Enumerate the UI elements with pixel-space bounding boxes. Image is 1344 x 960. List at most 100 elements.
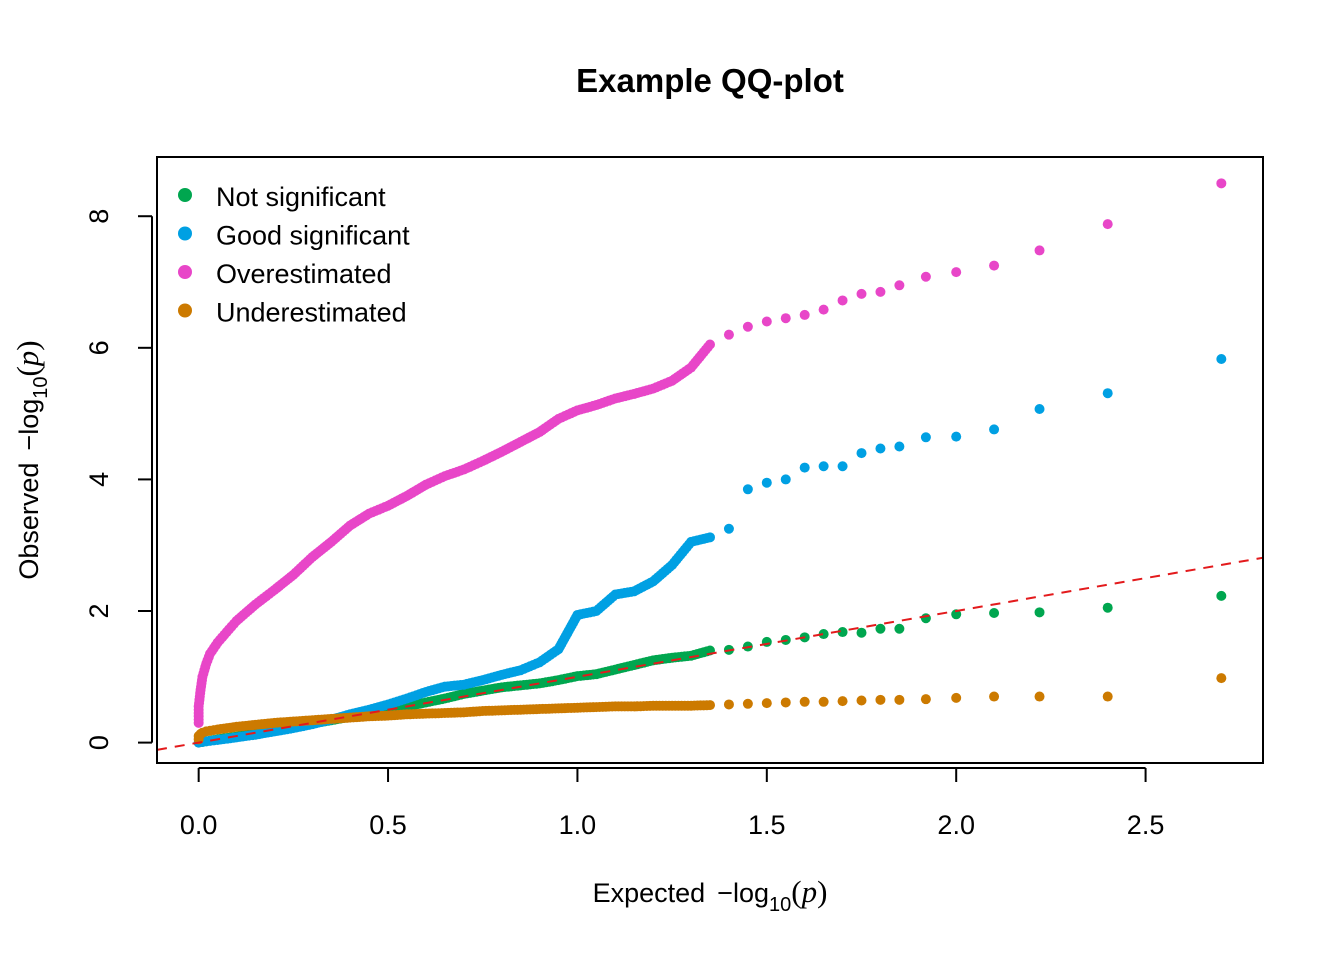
legend-marker — [178, 188, 192, 202]
x-tick-label: 0.0 — [180, 810, 218, 840]
data-point — [723, 699, 734, 710]
data-point — [799, 462, 810, 473]
legend: Not significant Good significant Overestim… — [178, 182, 410, 328]
data-point — [951, 267, 962, 278]
plot-frame — [156, 156, 1264, 764]
data-point — [1034, 245, 1045, 256]
x-axis-label-close: ) — [817, 874, 827, 909]
legend-marker — [178, 265, 192, 279]
x-axis-label-sub: 10 — [769, 894, 791, 916]
data-point — [1034, 691, 1045, 702]
data-point — [799, 696, 810, 707]
data-point — [1102, 691, 1113, 702]
data-point — [920, 613, 931, 624]
data-point — [742, 698, 753, 709]
x-axis-label-prefix: Expected — [593, 878, 706, 908]
y-axis-label-close: ) — [10, 340, 45, 350]
y-axis-label-sub: 10 — [30, 377, 52, 399]
y-axis-label-prefix: Observed — [14, 463, 44, 580]
data-point — [742, 321, 753, 332]
data-point — [951, 431, 962, 442]
x-tick-label: 0.5 — [369, 810, 407, 840]
data-point — [1034, 404, 1045, 415]
legend-label: Not significant — [216, 182, 386, 212]
data-point — [705, 339, 715, 350]
y-axis: 0 2 4 6 8 — [84, 209, 153, 750]
x-tick-label: 1.5 — [748, 810, 786, 840]
data-point — [780, 313, 791, 324]
data-point — [951, 692, 962, 703]
x-tick-label: 2.5 — [1127, 810, 1165, 840]
data-point — [1216, 354, 1227, 364]
data-point — [837, 461, 848, 472]
data-point — [837, 696, 848, 707]
data-point — [1216, 673, 1227, 684]
data-point — [761, 698, 772, 709]
legend-label: Underestimated — [216, 298, 407, 328]
data-point — [818, 461, 829, 472]
y-axis-label-fn: log — [14, 399, 44, 435]
data-point — [856, 288, 867, 299]
data-point — [837, 295, 848, 306]
data-point — [1216, 590, 1227, 601]
legend-marker — [178, 226, 192, 241]
data-point — [989, 260, 1000, 271]
data-point — [894, 694, 905, 705]
data-point — [920, 694, 931, 705]
series-2 — [193, 354, 1227, 748]
x-tick-label: 2.0 — [937, 810, 975, 840]
x-axis-label-minus: − — [717, 878, 733, 908]
data-point — [951, 609, 962, 620]
y-axis-label-open: ( — [10, 366, 45, 376]
data-point — [780, 474, 791, 485]
y-tick-label: 8 — [84, 209, 114, 224]
x-axis-label-fn: log — [733, 878, 769, 908]
series-1 — [193, 590, 1227, 748]
x-axis: 0.0 0.5 1.0 1.5 2.0 2.5 — [180, 767, 1165, 840]
x-tick-label: 1.0 — [559, 810, 597, 840]
y-tick-label: 6 — [84, 340, 114, 355]
data-point — [761, 316, 772, 327]
x-axis-label-open: ( — [791, 874, 801, 909]
data-point — [920, 271, 931, 282]
data-point — [875, 286, 886, 297]
x-axis-label: Expected −log10(p) — [593, 874, 828, 916]
y-tick-label: 0 — [84, 735, 114, 750]
series-4 — [193, 673, 1227, 745]
reference-line — [156, 556, 1264, 751]
y-axis-label: Observed −log10(p) — [10, 340, 52, 579]
chart-title: Example QQ-plot — [576, 62, 844, 99]
data-point — [780, 697, 791, 708]
data-point — [894, 623, 905, 634]
x-axis-label-var: p — [800, 874, 818, 909]
data-point — [856, 695, 867, 706]
legend-label: Overestimated — [216, 259, 392, 289]
data-point — [1216, 178, 1227, 189]
data-point — [875, 623, 886, 634]
data-point — [875, 443, 886, 454]
data-point — [1102, 388, 1113, 399]
y-axis-label-var: p — [10, 351, 45, 369]
data-point — [1102, 602, 1113, 613]
data-point — [875, 694, 886, 705]
y-tick-label: 4 — [84, 472, 114, 487]
y-axis-label-minus: − — [14, 435, 44, 451]
data-point — [723, 523, 734, 534]
data-point — [894, 441, 905, 452]
data-point — [920, 432, 931, 443]
data-point — [856, 627, 867, 638]
data-point — [894, 280, 905, 291]
legend-label: Good significant — [216, 221, 410, 251]
data-point — [856, 448, 867, 459]
y-tick-label: 2 — [84, 603, 114, 618]
data-point — [761, 477, 772, 488]
data-point — [818, 304, 829, 315]
data-point — [837, 627, 848, 638]
series-3 — [193, 178, 1227, 728]
data-point — [989, 424, 1000, 435]
data-point — [1034, 607, 1045, 618]
data-point — [818, 629, 829, 640]
data-point — [723, 329, 734, 340]
data-point — [799, 309, 810, 320]
